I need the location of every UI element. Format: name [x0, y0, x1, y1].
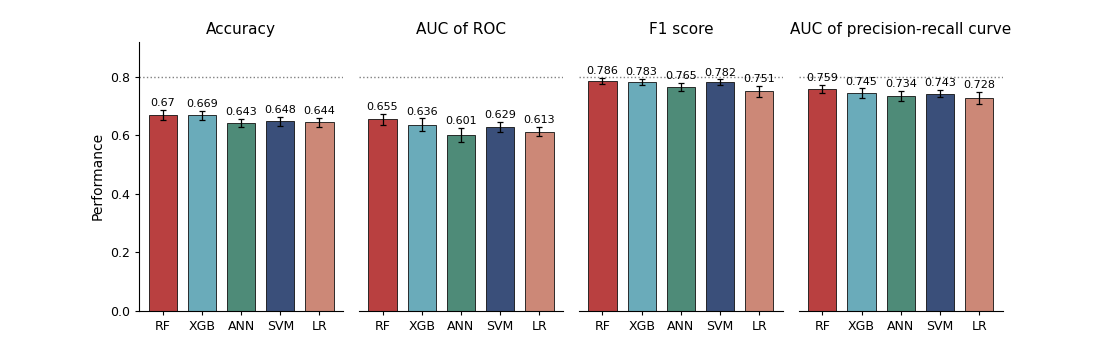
Text: 0.759: 0.759	[807, 73, 839, 83]
Bar	[148, 115, 177, 311]
Text: 0.636: 0.636	[405, 107, 438, 117]
Bar	[706, 82, 734, 311]
Text: 0.734: 0.734	[885, 79, 917, 89]
Text: 0.745: 0.745	[846, 76, 878, 87]
Text: 0.613: 0.613	[524, 115, 555, 125]
Text: 0.669: 0.669	[186, 99, 217, 109]
Text: 0.644: 0.644	[303, 106, 335, 116]
Bar	[305, 122, 333, 311]
Bar	[486, 127, 515, 311]
Text: 0.786: 0.786	[586, 66, 618, 76]
Bar	[447, 135, 475, 311]
Bar	[627, 82, 656, 311]
Title: Accuracy: Accuracy	[206, 22, 276, 37]
Bar	[588, 81, 616, 311]
Text: 0.765: 0.765	[665, 71, 696, 81]
Bar	[526, 132, 554, 311]
Title: AUC of ROC: AUC of ROC	[416, 22, 506, 37]
Text: 0.743: 0.743	[925, 78, 956, 88]
Bar	[408, 125, 436, 311]
Text: 0.643: 0.643	[225, 107, 257, 117]
Bar	[926, 94, 954, 311]
Text: 0.601: 0.601	[446, 116, 477, 126]
Bar	[188, 115, 216, 311]
Bar	[887, 96, 915, 311]
Bar	[745, 91, 773, 311]
Title: AUC of precision-recall curve: AUC of precision-recall curve	[790, 22, 1012, 37]
Title: F1 score: F1 score	[648, 22, 713, 37]
Text: 0.648: 0.648	[264, 105, 296, 115]
Text: 0.655: 0.655	[367, 102, 399, 112]
Bar	[848, 93, 876, 311]
Text: 0.751: 0.751	[743, 74, 775, 84]
Bar	[266, 121, 294, 311]
Bar	[965, 98, 994, 311]
Text: 0.67: 0.67	[150, 98, 175, 108]
Y-axis label: Performance: Performance	[90, 132, 105, 220]
Text: 0.782: 0.782	[704, 67, 736, 77]
Bar	[227, 123, 255, 311]
Text: 0.629: 0.629	[485, 110, 516, 120]
Bar	[667, 87, 695, 311]
Bar	[809, 89, 837, 311]
Text: 0.728: 0.728	[964, 80, 995, 90]
Bar	[369, 119, 397, 311]
Text: 0.783: 0.783	[626, 67, 657, 77]
